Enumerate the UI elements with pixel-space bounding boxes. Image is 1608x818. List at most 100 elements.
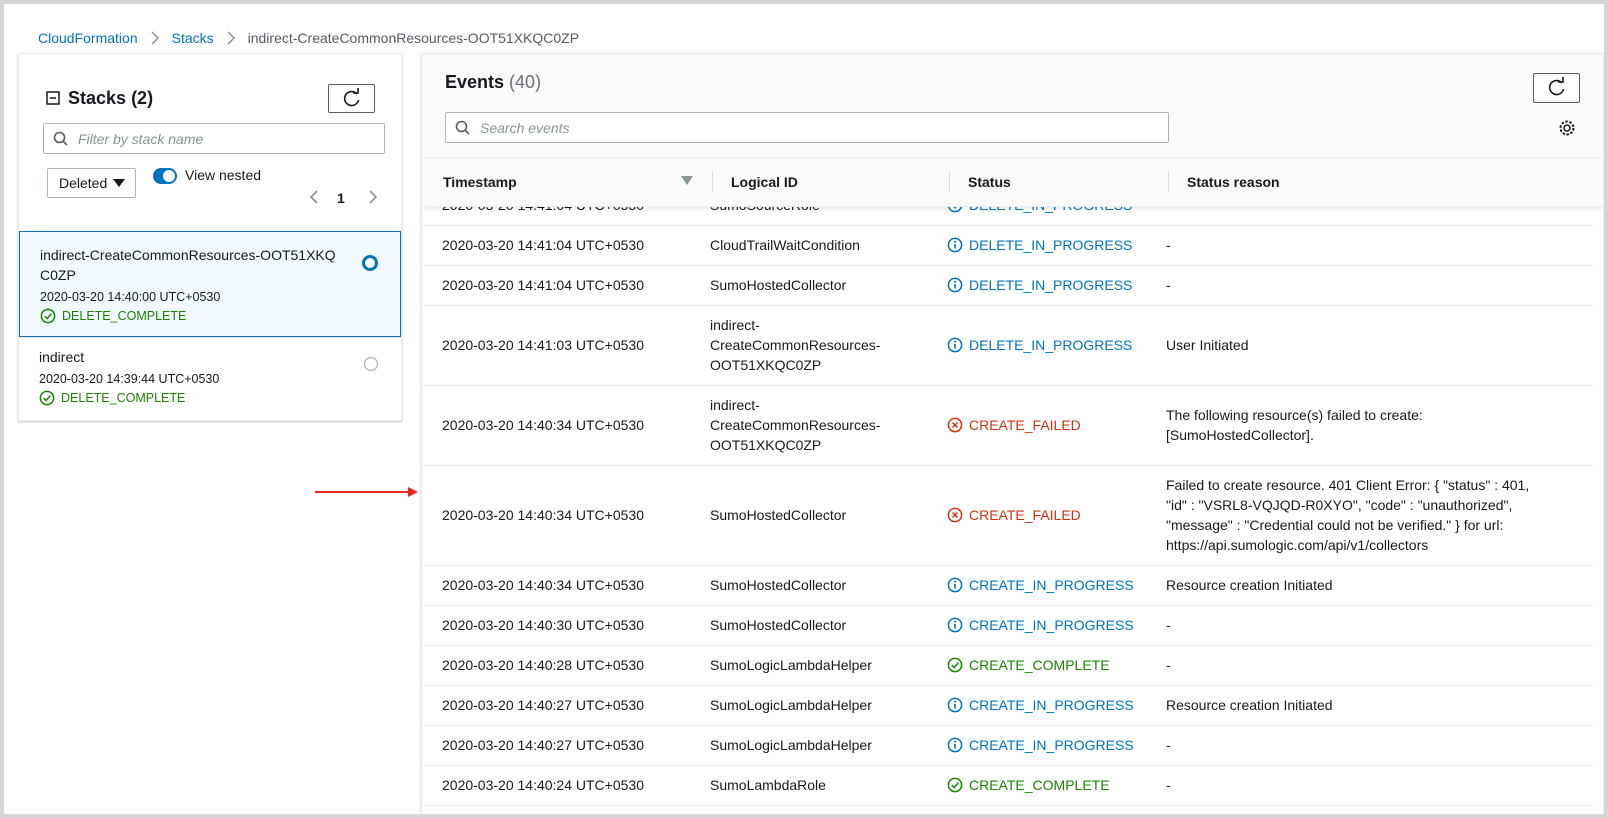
refresh-button[interactable] <box>1533 73 1580 103</box>
next-page[interactable] <box>368 189 378 205</box>
column-header[interactable]: Timestamp <box>443 174 517 190</box>
sort-icon[interactable] <box>681 176 693 186</box>
cell: 2020-03-20 14:40:28 UTC+0530 <box>422 645 710 686</box>
status: DELETE_IN_PROGRESS <box>947 235 1166 255</box>
cell: 2020-03-20 14:40:27 UTC+0530 <box>422 725 710 766</box>
settings-icon[interactable] <box>1558 119 1576 137</box>
divider <box>949 172 950 192</box>
cell: SumoLogicLambdaHelper <box>710 725 947 766</box>
cell: 2020-03-20 14:40:34 UTC+0530 <box>422 385 710 466</box>
timestamp: 2020-03-20 14:41:03 UTC+0530 <box>442 337 644 353</box>
cell: CREATE_IN_PROGRESS <box>947 605 1166 646</box>
prev-page[interactable] <box>309 189 319 205</box>
cell: DELETE_IN_PROGRESS <box>947 305 1166 386</box>
status-reason: - <box>1166 277 1171 293</box>
column-header[interactable]: Status reason <box>1187 174 1280 190</box>
status-icon <box>947 277 963 293</box>
status: CREATE_IN_PROGRESS <box>947 615 1166 635</box>
cell: CREATE_IN_PROGRESS <box>947 565 1166 606</box>
stack-item[interactable]: indirect-CreateCommonResources-OOT51XKQC… <box>19 231 401 337</box>
search-icon <box>455 120 470 135</box>
status-text: CREATE_IN_PROGRESS <box>969 737 1134 753</box>
status-icon <box>40 308 56 324</box>
timestamp: 2020-03-20 14:40:27 UTC+0530 <box>442 737 644 753</box>
cell: SumoHostedCollector <box>710 565 947 606</box>
status-text: CREATE_IN_PROGRESS <box>969 697 1134 713</box>
cell: - <box>1166 265 1593 306</box>
stack-time: 2020-03-20 14:40:00 UTC+0530 <box>40 290 221 304</box>
toggle[interactable] <box>152 167 178 185</box>
refresh-icon <box>343 88 360 107</box>
cell: indirect-CreateCommonResources-OOT51XKQC… <box>710 305 947 386</box>
status-reason: The following resource(s) failed to crea… <box>1166 407 1423 443</box>
status-text: CREATE_COMPLETE <box>969 657 1110 673</box>
status-icon <box>947 577 963 593</box>
search-input[interactable]: Search events <box>445 112 1169 143</box>
timestamp: 2020-03-20 14:40:34 UTC+0530 <box>442 577 644 593</box>
placeholder: Filter by stack name <box>78 131 204 147</box>
cell: SumoHostedCollector <box>710 265 947 306</box>
stack-item[interactable]: indirect 2020-03-20 14:39:44 UTC+0530 DELE… <box>19 337 401 418</box>
refresh-button[interactable] <box>328 84 375 113</box>
status-reason: - <box>1166 237 1171 253</box>
status: DELETE_IN_PROGRESS <box>947 207 1166 215</box>
cell: SumoHostedCollector <box>710 465 947 566</box>
status-text: DELETE_IN_PROGRESS <box>969 237 1133 253</box>
radio[interactable] <box>363 356 379 372</box>
table-header: Timestamp Logical ID Status Status reaso… <box>422 158 1603 207</box>
filter-input[interactable]: Filter by stack name <box>43 123 385 154</box>
table-body: 2020-03-20 14:41:04 UTC+0530 SumoSourceRo… <box>422 207 1603 814</box>
divider <box>1168 172 1169 192</box>
status: CREATE_FAILED <box>947 505 1166 525</box>
status-reason: - <box>1166 617 1171 633</box>
event-row: 2020-03-20 14:41:04 UTC+0530 SumoHostedCo… <box>422 265 1593 306</box>
cell: CREATE_FAILED <box>947 465 1166 566</box>
cell: 2020-03-20 14:41:04 UTC+0530 <box>422 207 710 226</box>
status-icon <box>947 697 963 713</box>
cell: The following resource(s) failed to crea… <box>1166 385 1593 466</box>
status-reason: User Initiated <box>1166 337 1249 353</box>
stack-status: DELETE_COMPLETE <box>39 390 341 406</box>
status-icon <box>947 237 963 253</box>
timestamp: 2020-03-20 14:41:04 UTC+0530 <box>442 237 644 253</box>
column-header[interactable]: Logical ID <box>731 174 798 190</box>
cell: Resource creation Initiated <box>1166 565 1593 606</box>
cell: - <box>1166 605 1593 646</box>
logical-id: SumoSourceRole <box>710 207 882 215</box>
cell: SumoLambdaRole <box>710 765 947 806</box>
column-header[interactable]: Status <box>968 174 1011 190</box>
collapse-icon[interactable] <box>46 91 60 105</box>
toggle-label: View nested <box>185 167 262 183</box>
cell: 2020-03-20 14:41:04 UTC+0530 <box>422 225 710 266</box>
breadcrumb-link[interactable]: Stacks <box>171 30 214 46</box>
cell: - <box>1166 765 1593 806</box>
cell: CREATE_IN_PROGRESS <box>947 685 1166 726</box>
status: DELETE_IN_PROGRESS <box>947 335 1166 355</box>
page-number[interactable]: 1 <box>337 190 345 206</box>
status-text: DELETE_COMPLETE <box>62 309 187 323</box>
count: (40) <box>509 72 542 92</box>
logical-id: SumoLogicLambdaHelper <box>710 697 872 713</box>
panel-title: Stacks (2) <box>68 88 153 109</box>
timestamp: 2020-03-20 14:40:30 UTC+0530 <box>442 617 644 633</box>
cell: 2020-03-20 14:41:04 UTC+0530 <box>422 265 710 306</box>
stack-name: indirect <box>39 349 85 365</box>
status-dropdown[interactable]: Deleted <box>47 168 136 198</box>
event-row: 2020-03-20 14:41:03 UTC+0530 indirect-Cre… <box>422 305 1593 386</box>
cell: indirect-CreateCommonResources-OOT51XKQC… <box>710 385 947 466</box>
timestamp: 2020-03-20 14:40:34 UTC+0530 <box>442 417 644 433</box>
event-row: 2020-03-20 14:40:24 UTC+0530 SumoLambdaRo… <box>422 765 1593 806</box>
logical-id: SumoHostedCollector <box>710 507 847 523</box>
status-text: CREATE_IN_PROGRESS <box>969 577 1134 593</box>
cell: SumoSourceRole <box>710 207 947 226</box>
timestamp: 2020-03-20 14:40:28 UTC+0530 <box>442 657 644 673</box>
status-reason: Failed to create resource. 401 Client Er… <box>1166 477 1530 553</box>
caret <box>113 179 126 187</box>
radio[interactable] <box>362 255 378 271</box>
event-row: 2020-03-20 14:40:34 UTC+0530 SumoHostedCo… <box>422 465 1593 566</box>
event-row: 2020-03-20 14:41:04 UTC+0530 SumoSourceRo… <box>422 207 1593 226</box>
breadcrumb-link[interactable]: CloudFormation <box>38 30 138 46</box>
stacks-panel: Stacks (2) Filter by stack name Deleted … <box>18 53 402 421</box>
